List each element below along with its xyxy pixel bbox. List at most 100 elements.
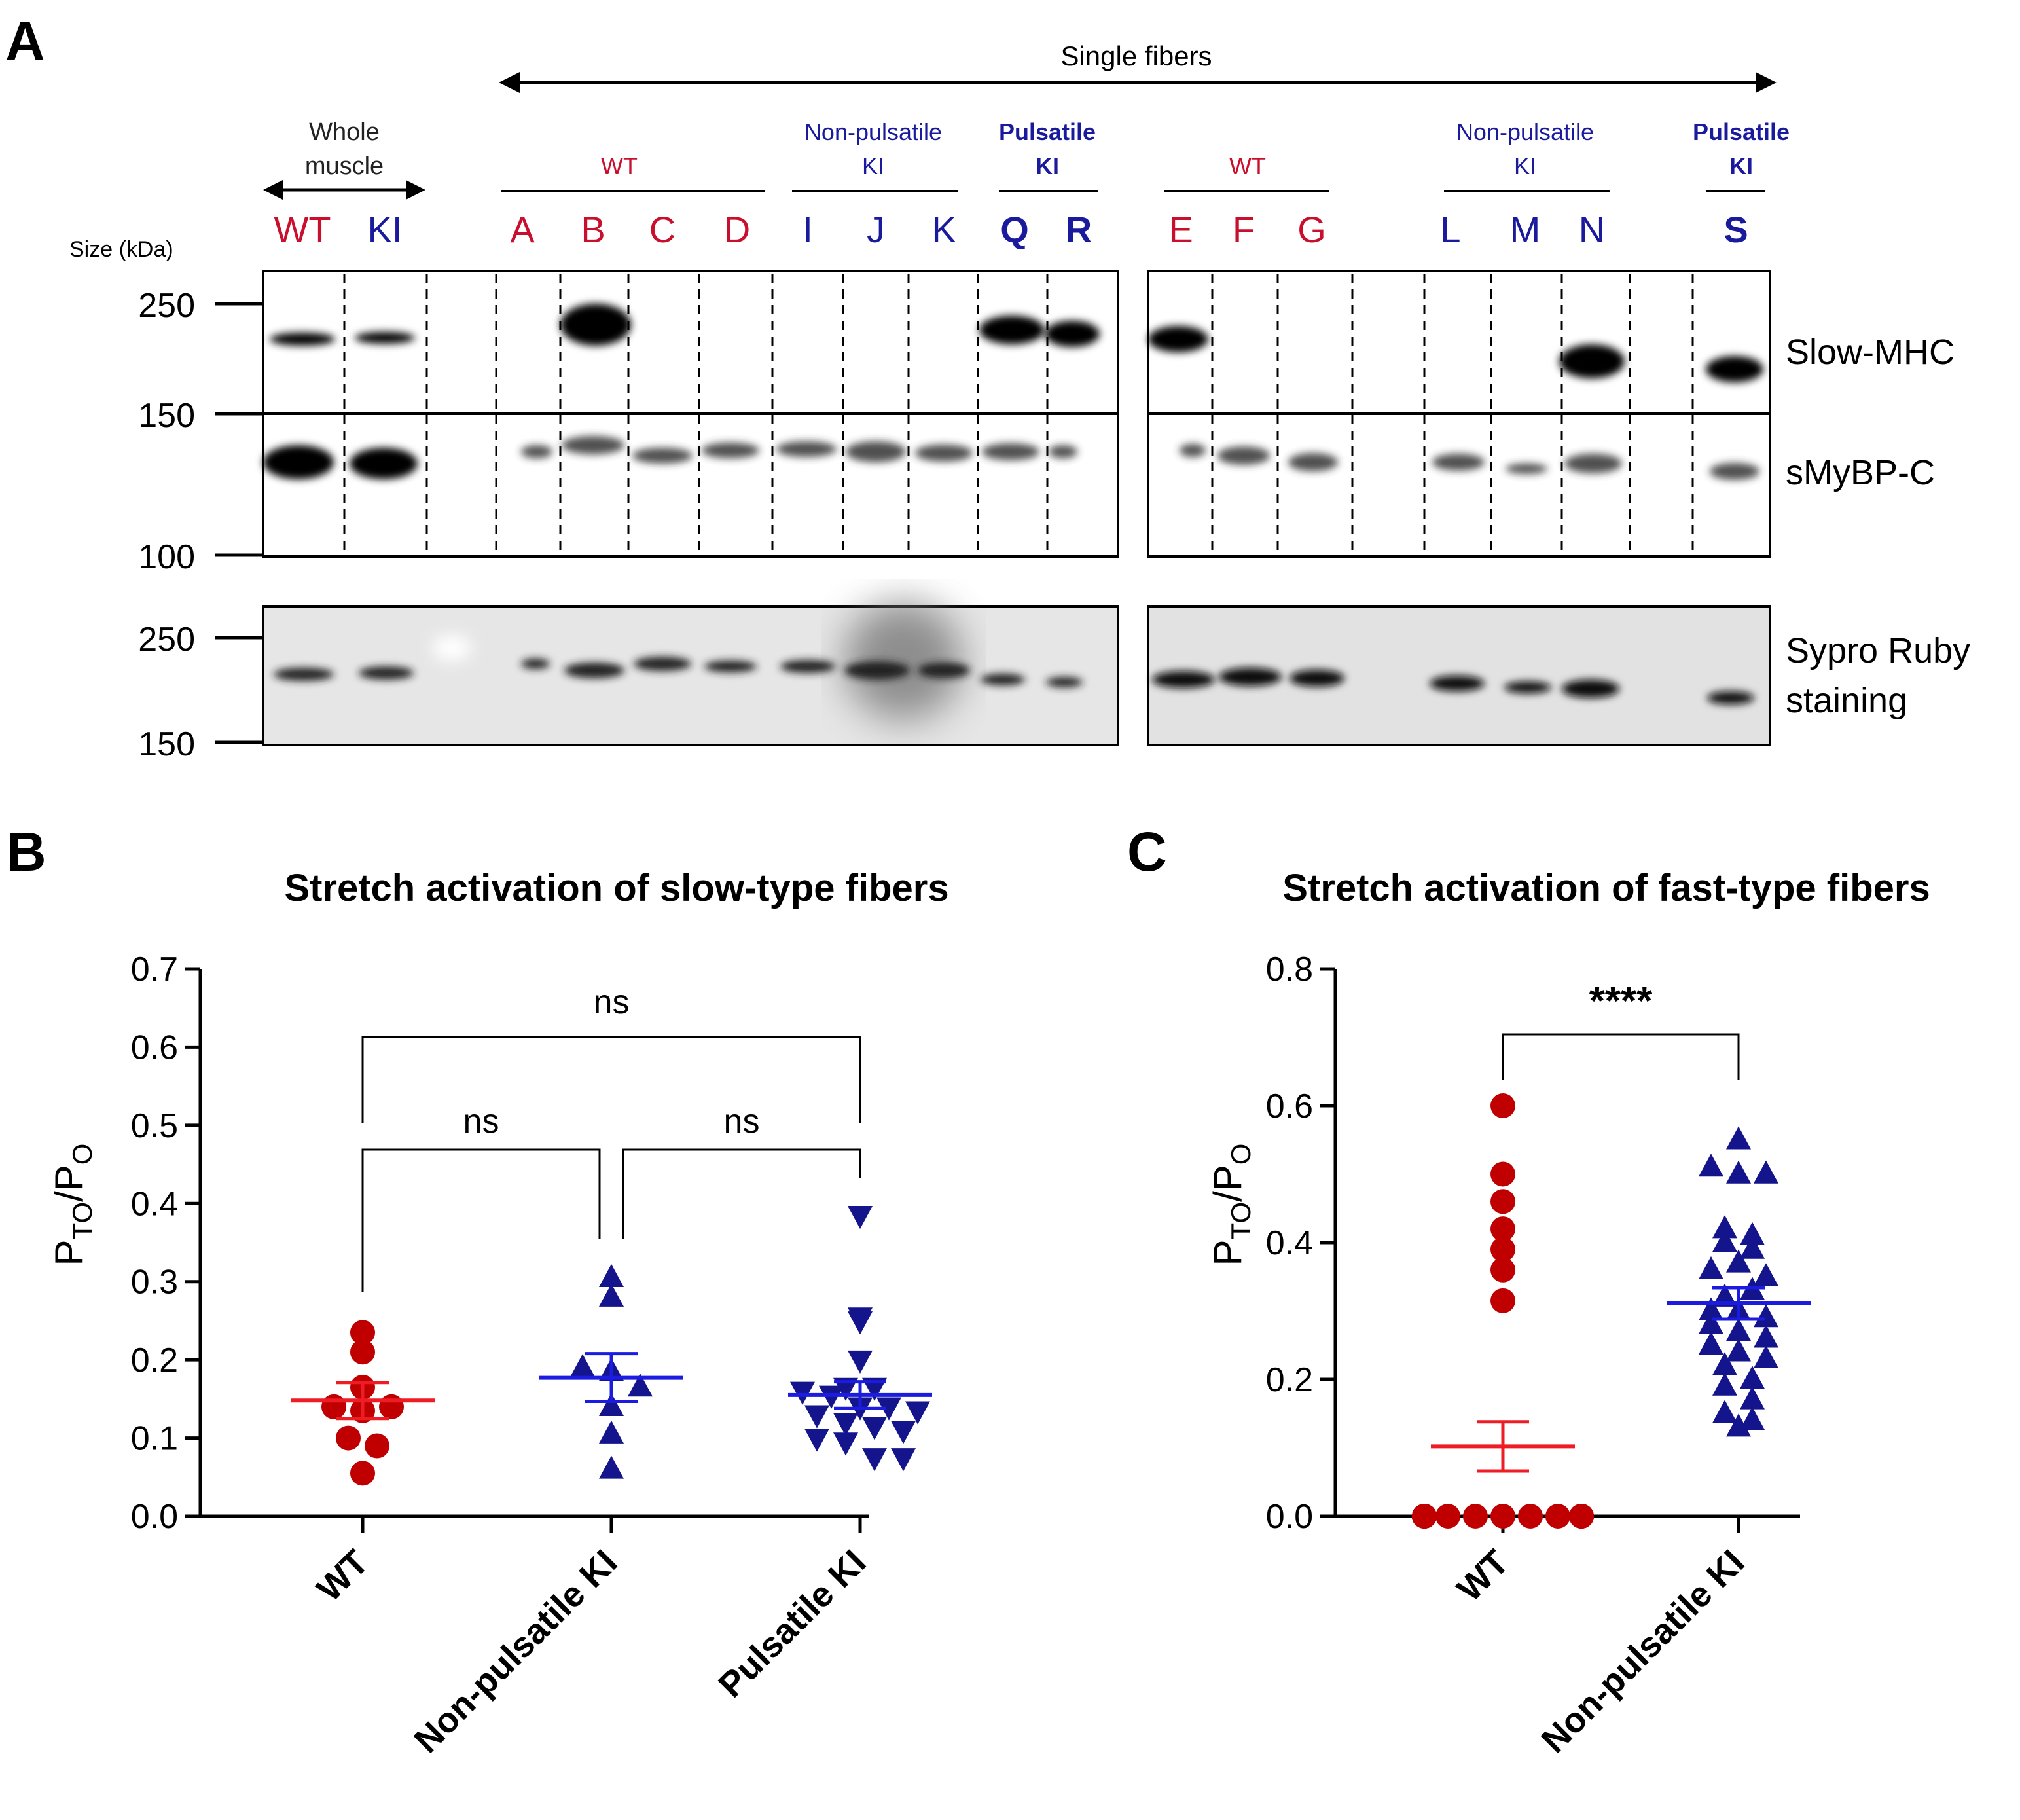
data-point	[819, 1385, 844, 1409]
data-point	[1545, 1504, 1570, 1529]
lane-label: A	[510, 209, 535, 250]
data-point	[1699, 1154, 1723, 1177]
x-tick-label: WT	[310, 1542, 376, 1609]
data-point	[1754, 1324, 1778, 1348]
band-label-sypro-2: staining	[1786, 681, 1907, 720]
data-point	[1740, 1222, 1765, 1245]
whole-muscle-label-1: Whole	[309, 118, 380, 146]
y-tick-label: 0.0	[131, 1498, 178, 1536]
data-point	[350, 1461, 375, 1486]
data-point	[1435, 1504, 1460, 1529]
western-blot-right	[1147, 270, 1771, 558]
lane-label: M	[1510, 209, 1541, 250]
lane-label: K	[931, 209, 956, 250]
marker-100-top: 100	[138, 538, 195, 576]
data-point	[628, 1374, 653, 1397]
y-tick-label: 0.5	[131, 1107, 178, 1145]
y-tick-label: 0.4	[131, 1185, 178, 1223]
data-point	[1490, 1161, 1515, 1187]
y-tick-label: 0.7	[131, 951, 178, 989]
y-tick-label: 0.6	[1266, 1087, 1313, 1125]
marker-250-top: 250	[138, 287, 195, 325]
group-left-p-2: KI	[1036, 153, 1059, 179]
data-point	[848, 1205, 873, 1229]
significance-label: ns	[463, 1102, 499, 1140]
sypro-gel-left	[262, 602, 1119, 746]
data-point	[804, 1405, 829, 1429]
band-label-slow-mhc: Slow-MHC	[1786, 333, 1955, 372]
western-blot-left	[262, 270, 1119, 558]
data-point	[1726, 1413, 1751, 1437]
lane-labels-right: E F G L M N S	[1168, 209, 1748, 250]
series-non-pulsatile-ki	[539, 1264, 683, 1479]
data-point	[350, 1339, 375, 1365]
data-point	[1412, 1504, 1437, 1529]
group-left-wt: WT	[601, 153, 638, 179]
data-point	[1712, 1372, 1737, 1396]
data-point	[1699, 1297, 1723, 1320]
data-point	[1490, 1189, 1515, 1214]
data-point	[1490, 1237, 1515, 1262]
lane-label: Q	[1000, 209, 1029, 250]
data-point	[1726, 1317, 1751, 1341]
data-point	[1740, 1406, 1765, 1430]
lane-labels-left: WT KI A B C D I J K Q R	[274, 209, 1092, 250]
data-point	[1490, 1504, 1515, 1529]
data-point	[804, 1429, 829, 1452]
data-point	[1712, 1215, 1737, 1239]
data-point	[350, 1320, 375, 1345]
data-point	[1712, 1229, 1737, 1252]
data-point	[1699, 1311, 1723, 1334]
data-point	[599, 1283, 624, 1307]
data-point	[599, 1264, 624, 1287]
significance-bracket	[361, 1036, 861, 1123]
significance-bracket	[361, 1148, 601, 1292]
y-tick-label: 0.8	[1266, 951, 1313, 989]
data-point	[1726, 1126, 1751, 1150]
lane-label: D	[724, 209, 750, 250]
lane-label: F	[1233, 209, 1255, 250]
size-markers	[215, 302, 263, 744]
panel-letter-b: B	[7, 821, 46, 883]
series-wt	[1412, 1093, 1594, 1529]
group-right-wt: WT	[1229, 153, 1266, 179]
lane-label: S	[1723, 209, 1748, 250]
data-point	[1490, 1093, 1515, 1118]
significance-label: ns	[724, 1102, 760, 1140]
data-point	[1569, 1504, 1594, 1529]
lane-label: L	[1440, 209, 1460, 250]
data-point	[1726, 1249, 1751, 1273]
series-wt	[291, 1320, 435, 1486]
data-point	[570, 1354, 595, 1377]
panel-letter-a: A	[5, 10, 45, 72]
whole-muscle-arrow	[263, 180, 425, 200]
data-point	[1463, 1504, 1488, 1529]
data-point	[848, 1311, 873, 1335]
data-point	[1740, 1235, 1765, 1259]
significance-label: ****	[1589, 979, 1653, 1024]
x-tick-label: Pulsatile KI	[711, 1542, 873, 1705]
data-point	[1740, 1366, 1765, 1389]
marker-250-bottom: 250	[138, 621, 195, 659]
data-point	[891, 1421, 916, 1444]
size-label: Size (kDa)	[69, 237, 173, 262]
data-point	[1712, 1352, 1737, 1375]
lane-label: B	[581, 209, 605, 250]
lane-label: I	[803, 209, 813, 250]
data-point	[1754, 1304, 1778, 1328]
chart-c-ylabel-text: PTO/PO	[1206, 1144, 1256, 1266]
data-point	[1699, 1256, 1723, 1280]
chart-c-title: Stretch activation of fast-type fibers	[1282, 867, 1930, 909]
data-point	[1740, 1386, 1765, 1410]
group-left-p-1: Pulsatile	[999, 118, 1096, 145]
significance-bracket	[622, 1148, 861, 1239]
y-tick-label: 0.2	[1266, 1361, 1313, 1399]
group-right-p-1: Pulsatile	[1693, 118, 1790, 145]
data-point	[379, 1394, 404, 1419]
x-tick-label: Non-pulsatile KI	[406, 1542, 624, 1760]
data-point	[336, 1425, 361, 1451]
lane-label: C	[649, 209, 676, 250]
group-left-np-2: KI	[862, 153, 884, 179]
data-point	[876, 1397, 901, 1421]
